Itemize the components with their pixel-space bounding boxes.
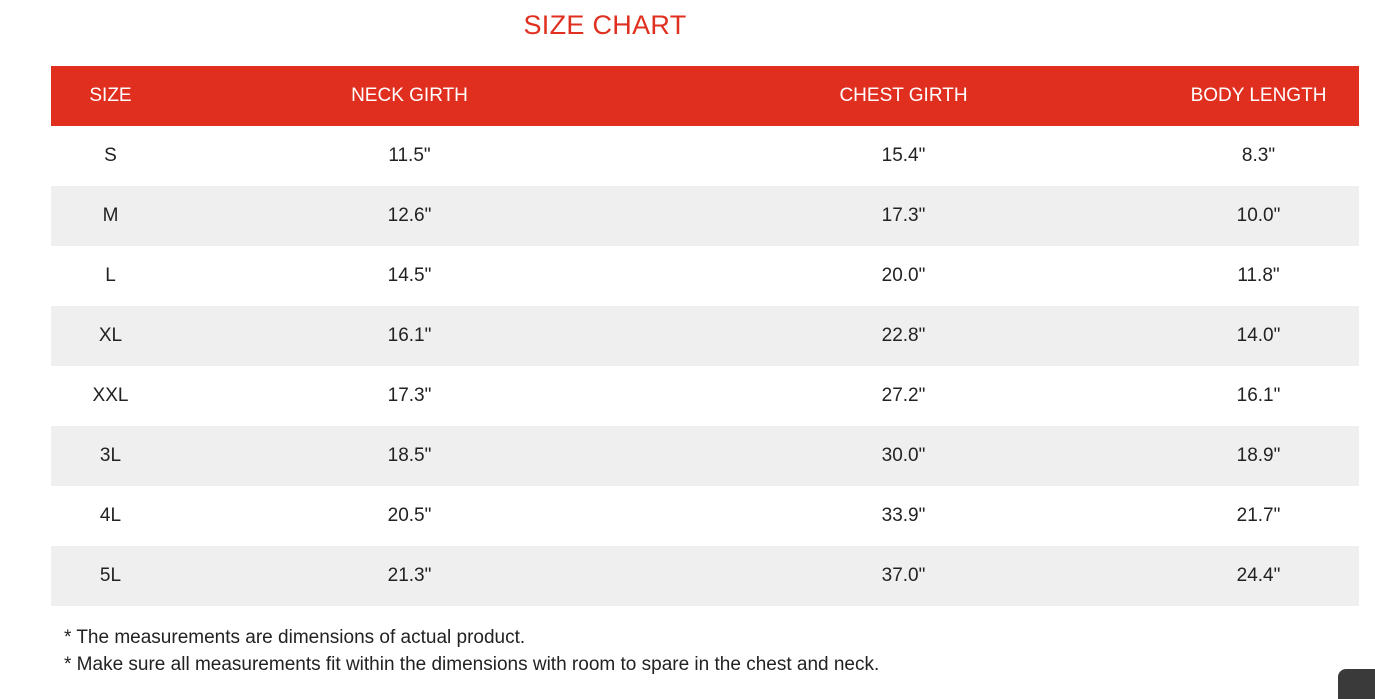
cell-chest-girth: 37.0"	[649, 546, 1158, 606]
cell-body-length: 14.0"	[1158, 306, 1359, 366]
header-body-length: BODY LENGTH	[1158, 66, 1359, 126]
cell-body-length: 18.9"	[1158, 426, 1359, 486]
cell-body-length: 24.4"	[1158, 546, 1359, 606]
header-size: SIZE	[51, 66, 170, 126]
cell-chest-girth: 20.0"	[881, 265, 926, 286]
table-row: 4L 20.5" 33.9" 21.7"	[51, 486, 1359, 546]
cell-chest-girth: 22.8"	[649, 306, 1158, 366]
cell-size: 5L	[51, 546, 170, 606]
measurement-notes: * The measurements are dimensions of act…	[64, 624, 879, 678]
cell-body-length: 11.8"	[1237, 265, 1280, 286]
cell-chest-girth: 17.3"	[649, 186, 1158, 246]
table-header-row: SIZE NECK GIRTH CHEST GIRTH BODY LENGTH	[51, 66, 1359, 126]
note-actual-dimensions: * The measurements are dimensions of act…	[64, 627, 526, 648]
cell-neck-girth: 14.5"	[387, 265, 432, 286]
cell-neck-girth: 18.5"	[170, 426, 649, 486]
table-row: 3L 18.5" 30.0" 18.9"	[51, 426, 1359, 486]
cell-body-length: 8.3"	[1241, 145, 1276, 166]
cell-size: XXL	[92, 385, 129, 406]
cell-neck-girth: 20.5"	[387, 505, 432, 526]
cell-size: M	[51, 186, 170, 246]
table-row: XL 16.1" 22.8" 14.0"	[51, 306, 1359, 366]
cell-size: 4L	[99, 505, 122, 526]
cell-neck-girth: 11.5"	[388, 145, 431, 166]
cell-chest-girth: 27.2"	[881, 385, 926, 406]
scroll-to-top-button[interactable]	[1338, 669, 1375, 699]
cell-size: XL	[51, 306, 170, 366]
cell-body-length: 21.7"	[1236, 505, 1281, 526]
cell-chest-girth: 33.9"	[881, 505, 926, 526]
note-room-to-spare: * Make sure all measurements fit within …	[64, 654, 880, 675]
cell-chest-girth: 30.0"	[649, 426, 1158, 486]
cell-size: S	[104, 145, 117, 166]
table-row: 5L 21.3" 37.0" 24.4"	[51, 546, 1359, 606]
cell-neck-girth: 16.1"	[170, 306, 649, 366]
table-row: S 11.5" 15.4" 8.3"	[51, 126, 1359, 186]
cell-size: L	[105, 265, 116, 286]
table-row: L 14.5" 20.0" 11.8"	[51, 246, 1359, 306]
cell-body-length: 16.1"	[1236, 385, 1281, 406]
size-chart-table: SIZE NECK GIRTH CHEST GIRTH BODY LENGTH …	[51, 66, 1359, 606]
cell-neck-girth: 12.6"	[170, 186, 649, 246]
cell-size: 3L	[51, 426, 170, 486]
table-row: M 12.6" 17.3" 10.0"	[51, 186, 1359, 246]
table-row: XXL 17.3" 27.2" 16.1"	[51, 366, 1359, 426]
cell-neck-girth: 21.3"	[170, 546, 649, 606]
header-chest-girth: CHEST GIRTH	[649, 66, 1158, 126]
cell-body-length: 10.0"	[1158, 186, 1359, 246]
cell-neck-girth: 17.3"	[387, 385, 432, 406]
page-title: SIZE CHART	[523, 10, 687, 40]
header-neck-girth: NECK GIRTH	[170, 66, 649, 126]
cell-chest-girth: 15.4"	[881, 145, 926, 166]
